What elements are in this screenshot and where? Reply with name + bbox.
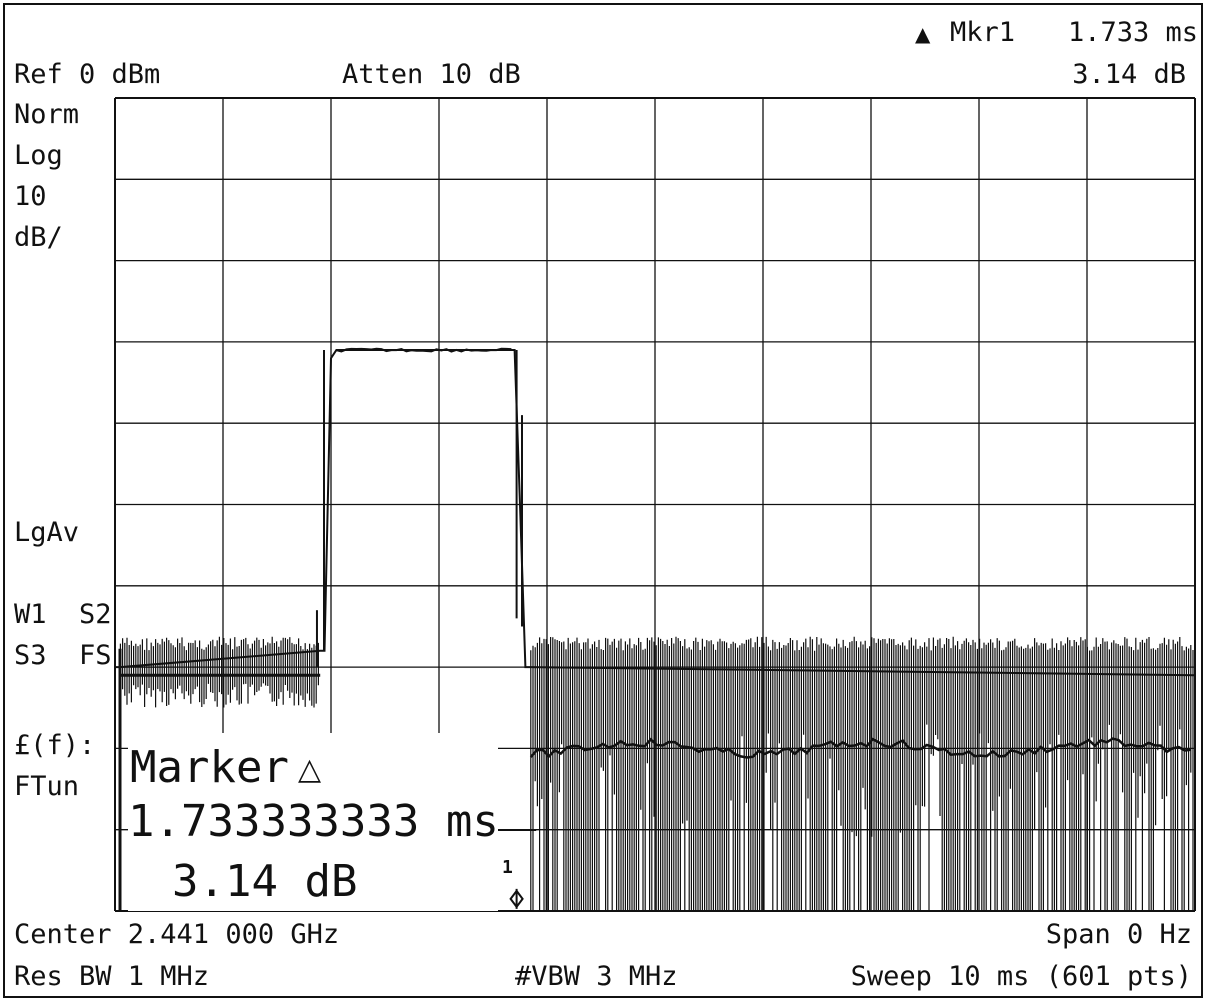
analyzer-frame <box>3 3 1203 998</box>
sweep-label: Sweep 10 ms (601 pts) <box>850 961 1192 992</box>
trace-state-row-1: W1 S2 <box>14 599 112 630</box>
marker-time-readout: 1.733 ms <box>1067 17 1198 48</box>
delta-marker-icon: ▲ <box>915 22 931 46</box>
function-mode-label: FTun <box>14 771 80 802</box>
resolution-bandwidth-label: Res BW 1 MHz <box>14 961 210 992</box>
average-type-label: LgAv <box>14 517 80 548</box>
norm-label: Norm <box>14 99 80 130</box>
marker-panel-level: 3.14 dB <box>172 856 358 907</box>
span-label: Span 0 Hz <box>1045 919 1192 950</box>
noise-trace <box>118 636 1194 911</box>
ref-level-label: Ref 0 dBm <box>14 59 161 90</box>
marker-panel-delta-icon: △ <box>298 752 322 787</box>
marker-level-readout: 3.14 dB <box>1072 59 1186 90</box>
video-bandwidth-label: #VBW 3 MHz <box>515 961 678 992</box>
marker-panel-time: 1.733333333 ms <box>128 796 499 847</box>
averaged-noise-line <box>529 737 1191 759</box>
marker-point <box>498 829 537 909</box>
burst-plateau <box>336 347 512 353</box>
marker-number-label: Mkr1 <box>950 17 1016 48</box>
marker-readout-panel: Marker △ 1.733333333 ms 3.14 dB <box>128 733 499 911</box>
log-label: Log <box>14 140 63 171</box>
function-label: £(f): <box>14 730 96 761</box>
attenuation-label: Atten 10 dB <box>342 59 521 90</box>
burst-trace <box>115 347 1196 677</box>
marker-panel-title: Marker <box>130 742 289 793</box>
marker-tag: 1 <box>502 857 513 878</box>
center-frequency-label: Center 2.441 000 GHz <box>14 919 340 950</box>
scale-value-label: 10 <box>14 181 47 212</box>
trace-state-row-2: S3 FS <box>14 640 112 671</box>
scale-unit-label: dB/ <box>14 222 63 253</box>
